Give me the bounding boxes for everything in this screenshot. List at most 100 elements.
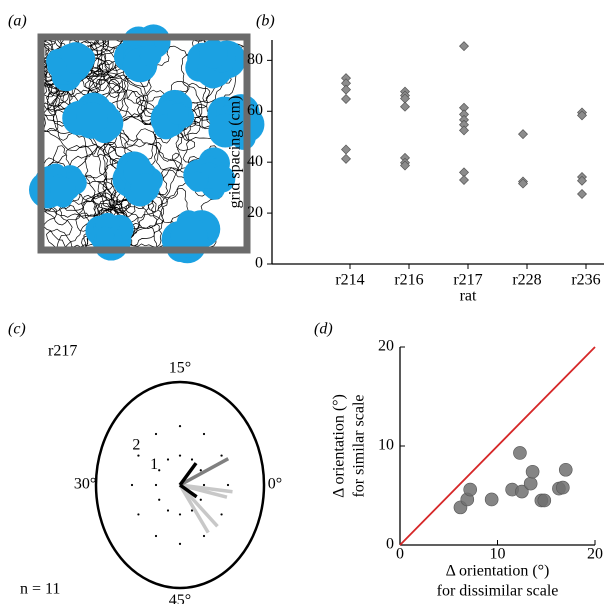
grid-dot xyxy=(190,509,194,512)
firing-field xyxy=(49,176,76,203)
point xyxy=(400,160,410,171)
point xyxy=(577,175,587,186)
point xyxy=(463,482,478,497)
grid-dot xyxy=(154,432,158,436)
grid-dot xyxy=(154,534,158,538)
x-axis-label: rat xyxy=(460,288,477,305)
point xyxy=(341,153,351,164)
r-grid xyxy=(130,425,230,545)
orientation-line xyxy=(178,462,198,487)
point xyxy=(341,84,351,95)
y-tick-label: 0 xyxy=(386,536,394,553)
grid-dot xyxy=(137,454,140,457)
grid-dot xyxy=(226,483,230,487)
grid-dot xyxy=(166,509,170,512)
grid-dot xyxy=(178,542,182,545)
x-tick-label: r236 xyxy=(571,272,600,289)
grid-dot xyxy=(199,498,202,501)
firing-field xyxy=(59,42,92,74)
point xyxy=(577,189,587,199)
grid-dot xyxy=(178,425,182,428)
y-tick-label: 60 xyxy=(247,102,263,119)
grid-dot xyxy=(178,513,182,516)
point xyxy=(556,480,570,495)
x-tick-label: r228 xyxy=(512,272,541,289)
grid-dot xyxy=(220,454,223,457)
grid-dot xyxy=(158,469,161,472)
point xyxy=(459,175,469,185)
orientation-line xyxy=(178,484,210,534)
grid-dot xyxy=(220,513,223,516)
orientation-line xyxy=(178,483,198,499)
firing-field xyxy=(167,103,189,125)
theta-tick-label: 30° xyxy=(74,476,96,493)
grid-dot xyxy=(202,483,206,487)
point xyxy=(518,129,528,140)
panel-label: (d) xyxy=(314,321,333,338)
point xyxy=(523,476,538,491)
point xyxy=(341,144,351,155)
grid-dot xyxy=(158,498,161,501)
r-tick-label: 2 xyxy=(132,436,140,453)
x-tick-label: r214 xyxy=(335,272,364,289)
firing-field xyxy=(187,171,208,192)
point xyxy=(513,446,527,460)
x-tick-label: r216 xyxy=(394,272,423,289)
theta-tick-label: 0° xyxy=(268,476,282,493)
grid-dot xyxy=(137,513,140,516)
firing-field xyxy=(208,165,236,193)
orientation-line xyxy=(178,483,219,528)
arena-frame xyxy=(37,33,251,254)
firing-field xyxy=(208,113,243,148)
r-grid xyxy=(154,454,206,516)
r-tick-label: 1 xyxy=(150,456,158,473)
firing-field xyxy=(47,57,67,77)
identity-line xyxy=(399,346,596,546)
firing-field xyxy=(199,39,228,69)
grid-dot xyxy=(154,483,158,487)
firing-field xyxy=(76,102,108,134)
point xyxy=(459,41,469,52)
y-axis-label: Δ orientation (°) xyxy=(331,394,348,498)
point xyxy=(341,94,351,105)
grid-dot xyxy=(166,458,170,461)
y-tick-label: 80 xyxy=(247,51,263,68)
y-tick-label: 20 xyxy=(378,338,394,355)
y-tick-label: 0 xyxy=(255,255,263,272)
point xyxy=(515,484,529,499)
x-tick-label: 0 xyxy=(396,546,404,563)
point xyxy=(518,178,528,189)
y-tick-label: 40 xyxy=(247,153,263,170)
polar-frame xyxy=(94,380,266,590)
point xyxy=(484,492,499,507)
point xyxy=(459,125,469,136)
annotation: n = 11 xyxy=(20,581,60,598)
grid-dot xyxy=(178,454,182,457)
x-axis-label: Δ orientation (°) xyxy=(446,563,550,580)
panel-label: (a) xyxy=(8,13,27,30)
firing-field xyxy=(96,226,115,245)
firing-field xyxy=(139,45,162,67)
orientation-line xyxy=(179,457,230,487)
point xyxy=(558,462,573,477)
y-tick-label: 10 xyxy=(378,437,394,454)
grid-dot xyxy=(202,534,206,538)
panel-label: (c) xyxy=(8,321,26,338)
point xyxy=(577,110,587,121)
x-tick-label: 10 xyxy=(490,546,506,563)
firing-field xyxy=(170,217,208,254)
point xyxy=(400,101,410,112)
grid-dot xyxy=(202,432,206,436)
x-axis-label: for dissimilar scale xyxy=(437,583,559,600)
y-tick-label: 20 xyxy=(247,204,263,221)
grid-dot xyxy=(190,458,194,461)
firing-field xyxy=(130,173,160,203)
theta-tick-label: 15° xyxy=(169,359,191,376)
y-axis-label: grid spacing (cm) xyxy=(227,96,244,209)
x-tick-label: 20 xyxy=(587,546,603,563)
grid-dot xyxy=(130,483,134,487)
grid-dot xyxy=(199,469,202,472)
y-axis-label: for similar scale xyxy=(351,394,368,497)
orientation-line xyxy=(179,483,233,494)
